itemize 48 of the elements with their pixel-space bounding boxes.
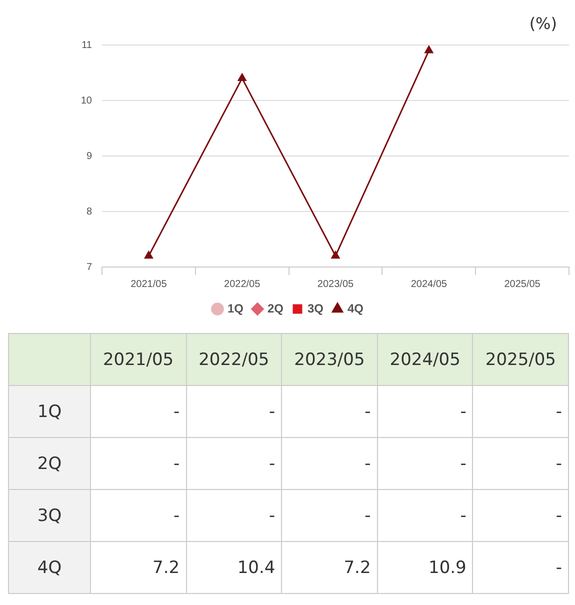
legend-label: 3Q xyxy=(308,301,324,316)
x-tick-label: 2025/05 xyxy=(504,278,541,290)
text: 1Q xyxy=(37,402,62,422)
data-label: 10.9 xyxy=(377,542,473,594)
text: 3Q xyxy=(37,506,62,526)
category-label: 2023/05 xyxy=(294,350,365,370)
text: - xyxy=(460,402,466,422)
text: 4Q xyxy=(37,558,62,578)
x-tick-label: 2022/05 xyxy=(224,278,261,290)
y-tick-label: 10 xyxy=(80,95,92,106)
data-label: 10.4 xyxy=(186,542,282,594)
data-label: 7.2 xyxy=(282,542,378,594)
data-label: 7.2 xyxy=(90,542,186,594)
y-tick-label: 7 xyxy=(86,262,92,273)
point xyxy=(144,251,153,259)
x-tick-label: 2024/05 xyxy=(410,278,448,290)
text: - xyxy=(556,402,562,422)
text: - xyxy=(173,402,180,422)
y-tick-label: 8 xyxy=(86,206,92,218)
text: - xyxy=(460,506,466,526)
point xyxy=(424,46,434,54)
text: - xyxy=(173,506,180,526)
y-tick-label: 11 xyxy=(82,40,92,51)
legend-label: 4Q xyxy=(348,301,364,316)
text: - xyxy=(556,454,562,474)
text: - xyxy=(269,454,276,474)
x-tick-label: 2023/05 xyxy=(317,278,354,290)
text: - xyxy=(364,506,371,526)
legend-label: 1Q xyxy=(227,301,244,316)
text: - xyxy=(556,558,562,578)
text: - xyxy=(556,506,562,526)
category-label: 2021/05 xyxy=(102,350,174,370)
point xyxy=(331,251,340,259)
y-tick-label: 9 xyxy=(86,150,92,162)
text: - xyxy=(269,506,276,526)
point xyxy=(238,74,246,82)
text: - xyxy=(364,454,371,474)
text: - xyxy=(173,454,180,474)
category-label: 2022/05 xyxy=(198,350,270,370)
legend-label: 2Q xyxy=(267,301,284,316)
text: 2Q xyxy=(37,454,62,474)
text: - xyxy=(269,402,276,422)
y-axis-title: (%) xyxy=(529,14,557,33)
x-tick-label: 2021/05 xyxy=(130,278,168,290)
text: - xyxy=(460,454,466,474)
text: - xyxy=(364,402,371,422)
category-label: 2025/05 xyxy=(485,350,556,370)
category-label: 2024/05 xyxy=(390,350,460,370)
